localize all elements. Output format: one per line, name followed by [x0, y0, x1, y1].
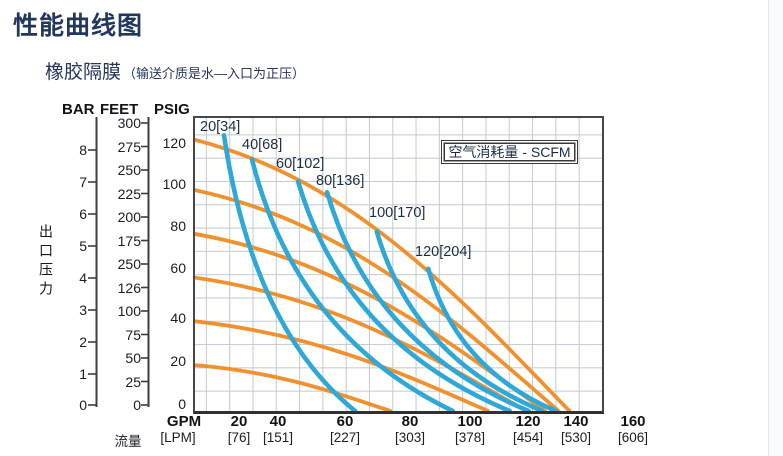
lpm-tick-label: [227]: [329, 430, 361, 445]
x-axis-flow-label: 流量: [114, 434, 142, 449]
air-curve-20scfm: [221, 133, 358, 411]
outlet-pressure-label: 出口压力: [38, 224, 54, 300]
page-title: 性能曲线图: [13, 12, 144, 40]
legend-box: 空气消耗量 - SCFM: [441, 140, 578, 164]
x-axis-unit-gpm: GPM: [166, 413, 202, 430]
air-curve-label: 100[170]: [369, 205, 426, 221]
lpm-tick-label: [151]: [262, 430, 294, 445]
gpm-tick-label: 160: [620, 413, 646, 430]
lpm-tick-label: [530]: [560, 430, 592, 445]
air-curve-label: 40[68]: [242, 137, 283, 153]
gpm-tick-label: 120: [515, 413, 541, 430]
lpm-tick-label: [76]: [227, 430, 251, 445]
lpm-tick-label: [606]: [617, 430, 649, 445]
air-curve-100scfm: [374, 229, 545, 411]
air-curve-label: 80[136]: [316, 173, 365, 189]
curve-60psi: [195, 275, 528, 411]
bar-axis-header: BAR: [62, 101, 95, 118]
performance-curves: [195, 133, 572, 411]
gpm-tick-label: 20: [230, 413, 248, 430]
gpm-tick-label: 60: [336, 413, 354, 430]
legend-label: 空气消耗量 - SCFM: [448, 144, 571, 160]
air-curve-label: 60[102]: [276, 156, 325, 172]
gpm-tick-label: 140: [563, 413, 589, 430]
lpm-tick-label: [378]: [454, 430, 486, 445]
feet-axis-header: FEET: [100, 101, 139, 118]
lpm-tick-label: [303]: [394, 430, 426, 445]
psig-axis-header: PSIG: [154, 101, 190, 118]
curve-20psi: [195, 363, 393, 411]
gpm-tick-label: 100: [457, 413, 483, 430]
chart-plot-area: [193, 116, 604, 414]
curve-120psi: [195, 137, 572, 411]
air-curve-label: 120[204]: [415, 244, 472, 260]
lpm-tick-label: [454]: [512, 430, 544, 445]
chart-subtitle: 橡胶隔膜 （输送介质是水—入口为正压）: [45, 57, 305, 84]
page-edge-band: [768, 0, 783, 456]
gpm-tick-label: 40: [269, 413, 287, 430]
air-curve-40scfm: [249, 157, 456, 411]
medium-note: （输送介质是水—入口为正压）: [123, 66, 306, 81]
axis-ruler-lines: [88, 117, 150, 407]
air-curve-60scfm: [295, 179, 512, 411]
gpm-tick-label: 80: [401, 413, 419, 430]
curve-40psi: [195, 319, 490, 411]
air-curve-120scfm: [426, 266, 559, 411]
diaphragm-type-label: 橡胶隔膜: [45, 62, 122, 83]
air-curve-label: 20[34]: [200, 119, 241, 135]
x-axis-unit-lpm: [LPM]: [160, 430, 196, 445]
air-curve-80scfm: [324, 190, 531, 411]
